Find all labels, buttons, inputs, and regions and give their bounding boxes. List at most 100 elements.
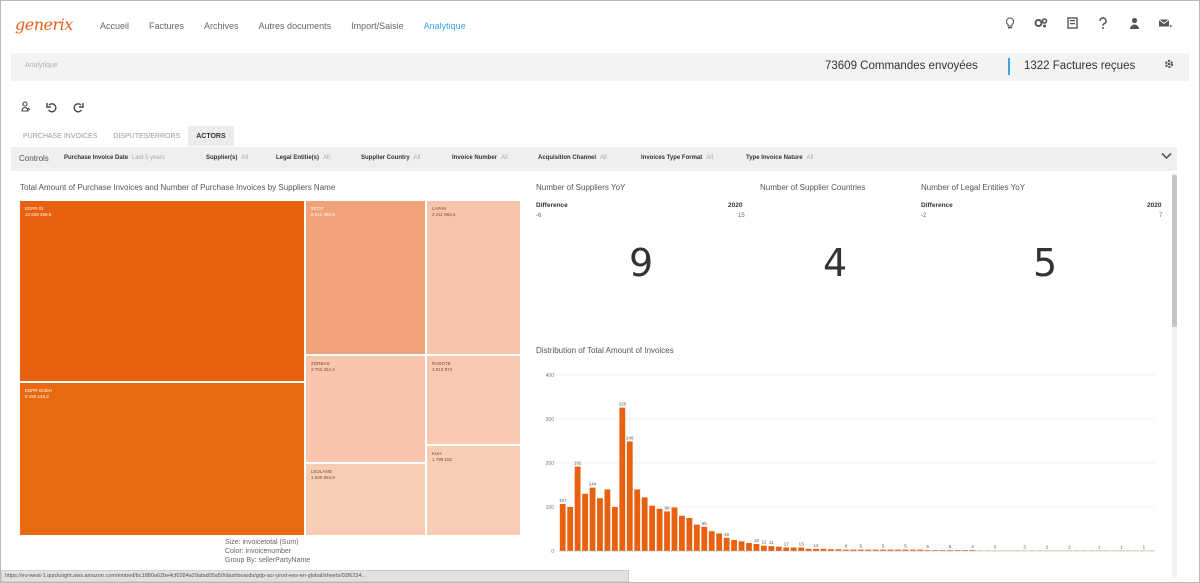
brand-logo[interactable]: generix (15, 15, 85, 41)
filter-acquisition-channel[interactable]: Acquisition Channel All (538, 155, 607, 161)
histogram-bar[interactable] (686, 518, 693, 551)
histogram-bar[interactable] (805, 548, 812, 551)
treemap-cell[interactable]: LEOLAND 1 840 854,9 (305, 463, 426, 536)
histogram-bar[interactable] (649, 505, 656, 551)
nav-item-analytique[interactable]: Analytique (423, 21, 466, 31)
histogram-bar[interactable] (828, 549, 834, 551)
histogram-bar[interactable] (693, 524, 700, 551)
tab-disputes-errors[interactable]: DISPUTES/ERRORS (113, 133, 181, 140)
redo-icon[interactable] (71, 101, 85, 115)
nav-item-import-saisie[interactable]: Import/Saisie (351, 21, 404, 31)
chevron-down-icon[interactable] (1161, 151, 1172, 163)
histogram-bar[interactable] (597, 498, 603, 551)
histogram-bar[interactable] (574, 466, 581, 551)
book-icon[interactable] (1064, 17, 1080, 33)
user-filter-icon[interactable] (19, 101, 33, 115)
settings-icon[interactable] (1033, 17, 1049, 33)
histogram-bar[interactable] (701, 526, 708, 551)
tab-actors[interactable]: ACTORS (188, 126, 234, 146)
histogram-bar[interactable] (760, 545, 767, 551)
nav-item-autres-documents[interactable]: Autres documents (258, 21, 332, 31)
histogram-bar[interactable] (775, 546, 782, 551)
histogram-bar[interactable] (790, 547, 797, 551)
gear-icon[interactable] (1164, 59, 1174, 72)
histogram-bar[interactable] (753, 543, 760, 551)
histogram-bar[interactable] (619, 407, 626, 551)
mail-icon[interactable] (1157, 17, 1173, 33)
histogram-bar[interactable] (783, 547, 790, 551)
nav-item-archives[interactable]: Archives (204, 21, 239, 31)
treemap-cell[interactable]: EDPR GmbH 9 190 145,3 (19, 382, 305, 536)
filter-suppliers[interactable]: Supplier(s) All (206, 155, 248, 161)
tab-purchase-invoices[interactable]: PURCHASE INVOICES (23, 133, 98, 140)
histogram-bar[interactable] (664, 511, 670, 551)
histogram-bar[interactable] (887, 549, 894, 551)
histogram-bar[interactable] (820, 548, 827, 551)
histogram-bar[interactable] (932, 550, 939, 551)
histogram-bar[interactable] (634, 489, 641, 551)
histogram-bar[interactable] (917, 549, 924, 551)
histogram-bar[interactable] (798, 547, 805, 551)
nav-item-accueil[interactable]: Accueil (100, 21, 130, 31)
histogram-bar[interactable] (895, 549, 901, 551)
histogram-bar[interactable] (626, 441, 633, 551)
histogram-bar[interactable] (641, 497, 648, 551)
nav-item-factures[interactable]: Factures (149, 21, 185, 31)
treemap-cell[interactable]: ZORBAS 2 752 354,4 (305, 355, 426, 463)
help-icon[interactable] (1095, 17, 1111, 33)
histogram-bar[interactable] (731, 540, 737, 551)
histogram-data-label: 2 (1046, 545, 1049, 550)
vertical-scrollbar[interactable] (1172, 173, 1177, 578)
treemap-cell[interactable]: LAPAN 3 211 993,4 (426, 200, 521, 355)
histogram-bar[interactable] (865, 549, 872, 551)
histogram-bar[interactable] (939, 550, 946, 551)
filter-legal-entities[interactable]: Legal Entitie(s) All (276, 155, 330, 161)
histogram-bar[interactable] (559, 503, 566, 551)
histogram-bar[interactable] (679, 515, 685, 551)
treemap-cell[interactable]: KUH 1 799 102 (426, 445, 521, 536)
histogram-bar[interactable] (723, 537, 730, 551)
histogram-bar[interactable] (909, 549, 916, 551)
histogram-bar[interactable] (835, 549, 842, 551)
histogram-bar[interactable] (880, 549, 886, 551)
histogram-bar[interactable] (611, 507, 618, 551)
filter-type-invoice-nature[interactable]: Type Invoice Nature All (746, 155, 813, 161)
histogram-bar[interactable] (850, 549, 857, 551)
treemap-cell[interactable]: RADOTE 1 813 973 (426, 355, 521, 445)
histogram-bar[interactable] (656, 508, 663, 551)
histogram-bar[interactable] (589, 487, 596, 551)
histogram-bar[interactable] (947, 550, 954, 551)
histogram-bar[interactable] (582, 493, 588, 551)
treemap-cell-amount: 1 813 973 (432, 367, 453, 372)
histogram-bar[interactable] (924, 550, 931, 551)
scrollbar-thumb[interactable] (1172, 175, 1177, 327)
histogram-bar[interactable] (746, 543, 752, 551)
histogram-bar[interactable] (969, 550, 976, 551)
treemap-cell[interactable]: SCOT 5 812 360,5 (305, 200, 426, 355)
breadcrumb[interactable]: Analytique (25, 62, 58, 69)
histogram-bar[interactable] (716, 533, 723, 551)
histogram-bar[interactable] (857, 549, 864, 551)
user-icon[interactable] (1126, 17, 1142, 33)
histogram-bar[interactable] (954, 550, 961, 551)
histogram-bar[interactable] (842, 549, 849, 551)
histogram-bar[interactable] (768, 546, 775, 551)
histogram-bar[interactable] (872, 549, 879, 551)
histogram-bar[interactable] (902, 549, 909, 551)
histogram-bar[interactable] (738, 541, 745, 551)
histogram-bar[interactable] (813, 548, 819, 551)
histogram-bar[interactable] (708, 531, 715, 551)
kpi-suppliers-head-right: 2020 (728, 202, 743, 209)
histogram-bar[interactable] (671, 507, 678, 551)
histogram-bar[interactable] (604, 489, 611, 551)
undo-icon[interactable] (45, 101, 59, 115)
kpi-entities-head-left: Difference (921, 202, 953, 209)
filter-invoice-number[interactable]: Invoice Number All (452, 155, 508, 161)
lightbulb-icon[interactable] (1002, 17, 1018, 33)
histogram-bar[interactable] (567, 507, 574, 551)
treemap-cell[interactable]: EDPR 01 13 618 458,8 (19, 200, 305, 382)
histogram-bar[interactable] (962, 550, 968, 551)
filter-purchase-invoice-date[interactable]: Purchase Invoice Date Last 5 years (64, 155, 165, 161)
filter-supplier-country[interactable]: Supplier Country All (361, 155, 420, 161)
filter-invoices-type-format[interactable]: Invoices Type Format All (641, 155, 713, 161)
